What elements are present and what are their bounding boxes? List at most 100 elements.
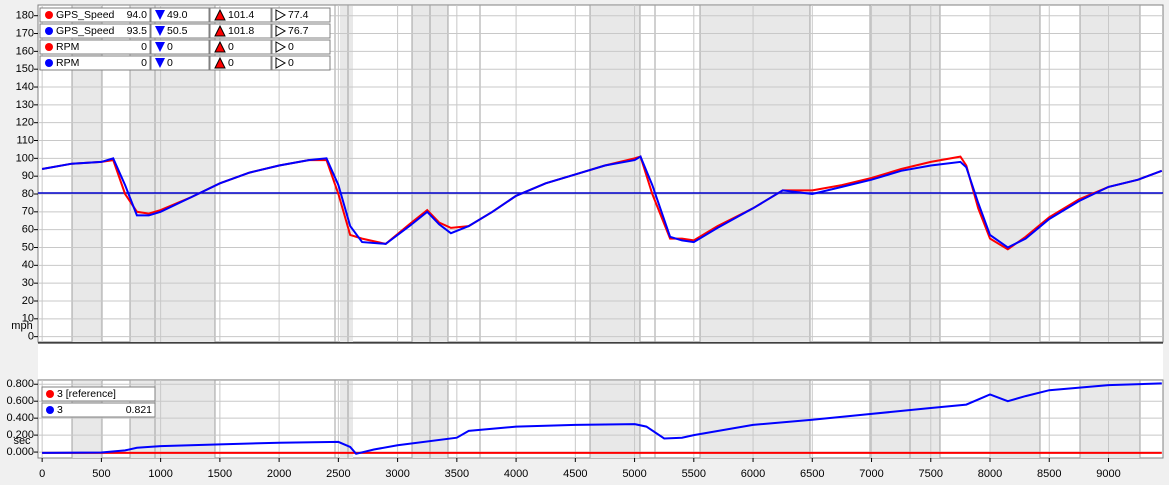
x-tick-label: 0 (39, 468, 45, 480)
y-tick-label: 0.600 (6, 395, 34, 407)
legend-label: RPM (56, 41, 79, 53)
sector-band (870, 381, 940, 458)
legend-cell (271, 7, 331, 23)
max-icon (214, 40, 226, 53)
y-axis-label: mph (11, 320, 32, 332)
legend-avg: 77.4 (288, 9, 309, 21)
sector-band (340, 6, 353, 342)
max-icon (214, 24, 226, 37)
y-tick-label: 0.000 (6, 446, 34, 458)
sector-band (700, 6, 810, 342)
x-tick-label: 9000 (1096, 468, 1120, 480)
legend-cell (39, 23, 151, 39)
legend-min: 49.0 (167, 9, 188, 21)
min-icon (155, 58, 165, 68)
x-tick-label: 6500 (800, 468, 824, 480)
y-tick-label: 90 (22, 170, 34, 182)
x-tick-label: 2000 (267, 468, 291, 480)
legend-cell (271, 55, 331, 71)
x-tick-label: 500 (92, 468, 110, 480)
x-tick-label: 4500 (563, 468, 587, 480)
y-tick-label: 110 (16, 134, 34, 146)
y-tick-label: 20 (22, 295, 34, 307)
legend-cell (209, 55, 272, 71)
legend-dot (45, 27, 53, 35)
legend-dot (45, 11, 53, 19)
sector-band (700, 381, 810, 458)
legend-cell (271, 23, 331, 39)
legend: GPS_Speed 94.0 49.0 101.4 77.4 GPS_Speed 93.5 5… (39, 7, 331, 418)
legend-label: RPM (56, 57, 79, 69)
sector-band (590, 381, 640, 458)
y-tick-label: 40 (22, 259, 34, 271)
max-icon (214, 56, 226, 69)
legend-cell (209, 39, 272, 55)
y-tick-label: 70 (22, 206, 34, 218)
x-tick-label: 1000 (148, 468, 172, 480)
avg-icon (275, 25, 287, 37)
avg-icon (275, 41, 287, 53)
separator-area (38, 343, 1163, 379)
legend-value: 0.821 (126, 404, 152, 416)
legend-cell (150, 39, 210, 55)
sector-band (990, 381, 1040, 458)
legend-cell (271, 39, 331, 55)
y-tick-label: 140 (16, 81, 34, 93)
legend-label: 3 (57, 404, 63, 416)
min-icon (155, 10, 165, 20)
legend-value: 94.0 (127, 9, 148, 21)
sector-band (1080, 381, 1140, 458)
y-tick-label: 0.400 (6, 412, 34, 424)
legend-dot (46, 390, 54, 398)
legend-dot (46, 406, 54, 414)
legend-label: 3 [reference] (57, 388, 116, 400)
avg-icon (275, 57, 287, 69)
legend-value: 0 (141, 57, 147, 69)
legend-cell (150, 23, 210, 39)
legend-min: 50.5 (167, 25, 188, 37)
x-tick-label: 2500 (326, 468, 350, 480)
legend-cell (150, 7, 210, 23)
y-tick-label: 180 (16, 10, 34, 22)
y-tick-label: 80 (22, 188, 34, 200)
y-tick-label: 50 (22, 241, 34, 253)
x-tick-label: 6000 (741, 468, 765, 480)
y-tick-label: 10 (22, 313, 34, 325)
x-tick-label: 7500 (919, 468, 943, 480)
x-tick-label: 3500 (445, 468, 469, 480)
max-icon (214, 8, 226, 21)
x-tick-label: 8000 (978, 468, 1002, 480)
y-tick-label: 150 (16, 63, 34, 75)
legend-max: 0 (228, 57, 234, 69)
y-tick-label: 160 (16, 45, 34, 57)
series-line (41, 155, 1163, 249)
x-tick-label: 5500 (682, 468, 706, 480)
avg-icon (275, 9, 287, 21)
legend-cell (41, 386, 156, 402)
x-tick-label: 3000 (385, 468, 409, 480)
legend-cell (209, 23, 272, 39)
sector-band (340, 381, 353, 458)
legend-value: 93.5 (127, 25, 148, 37)
legend-max: 0 (228, 41, 234, 53)
x-tick-label: 4000 (504, 468, 528, 480)
y-tick-label: 0.800 (6, 378, 34, 390)
min-icon (155, 42, 165, 52)
x-tick-label: 1500 (208, 468, 232, 480)
legend-label: GPS_Speed (56, 25, 115, 37)
sector-band (870, 6, 940, 342)
legend-min: 0 (167, 41, 173, 53)
x-tick-label: 8500 (1037, 468, 1061, 480)
legend-cell (209, 7, 272, 23)
x-tick-label: 5000 (622, 468, 646, 480)
legend-dot (45, 43, 53, 51)
y-tick-label: 130 (16, 99, 34, 111)
y-tick-label: 120 (16, 117, 34, 129)
legend-cell (39, 55, 151, 71)
y-axis-label: sec (13, 435, 31, 447)
sector-band (1080, 6, 1140, 342)
legend-label: GPS_Speed (56, 9, 115, 21)
legend-max: 101.8 (228, 25, 254, 37)
legend-avg: 0 (288, 57, 294, 69)
